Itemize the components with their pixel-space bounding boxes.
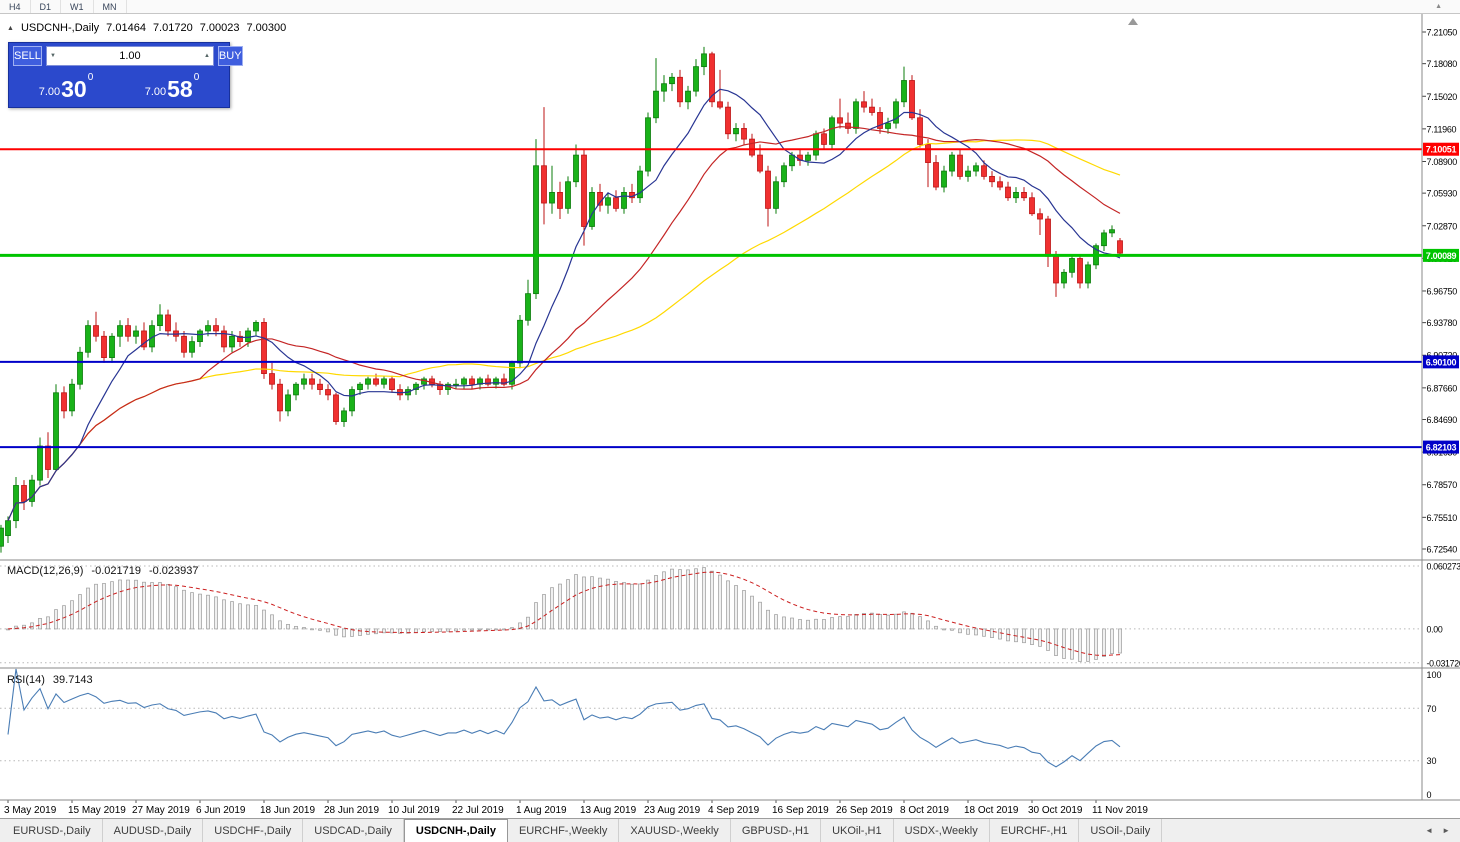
- svg-text:16 Sep 2019: 16 Sep 2019: [772, 805, 829, 816]
- price-chart-canvas[interactable]: 7.21050 7.18080 7.15020 7.11960 7.08900 7.059…: [0, 14, 1460, 818]
- rsi-indicator-label: RSI(14) 39.7143: [7, 674, 93, 686]
- svg-text:28 Jun 2019: 28 Jun 2019: [324, 805, 379, 816]
- timeframe-d1[interactable]: D1: [31, 0, 62, 13]
- chart-tab-eurchf-h1[interactable]: EURCHF-,H1: [990, 819, 1080, 842]
- svg-text:7.08900: 7.08900: [1427, 157, 1458, 167]
- panel-collapse-icon[interactable]: ▲: [1435, 3, 1442, 10]
- chart-tabs: EURUSD-,Daily AUDUSD-,Daily USDCHF-,Daily U…: [2, 819, 1415, 842]
- volume-increase-icon[interactable]: ▲: [203, 53, 210, 59]
- chart-tab-eurchf-weekly[interactable]: EURCHF-,Weekly: [508, 819, 620, 842]
- svg-text:27 May 2019: 27 May 2019: [132, 805, 190, 816]
- chart-tab-usdchf-daily[interactable]: USDCHF-,Daily: [203, 819, 304, 842]
- buy-price-base: 7.00: [144, 86, 167, 98]
- svg-text:15 May 2019: 15 May 2019: [68, 805, 126, 816]
- sell-price-big: 30: [61, 76, 87, 102]
- svg-text:6.84690: 6.84690: [1427, 415, 1458, 425]
- svg-text:3 May 2019: 3 May 2019: [4, 805, 57, 816]
- svg-text:7.21050: 7.21050: [1427, 28, 1458, 38]
- tab-scroll-controls: ◄ ►: [1415, 819, 1460, 842]
- sell-button[interactable]: SELL: [13, 46, 42, 66]
- buy-price-sup: 0: [193, 72, 200, 83]
- sell-price[interactable]: 7.00 30 0: [13, 68, 119, 106]
- svg-text:26 Sep 2019: 26 Sep 2019: [836, 805, 893, 816]
- svg-text:18 Oct 2019: 18 Oct 2019: [964, 805, 1019, 816]
- svg-text:1 Aug 2019: 1 Aug 2019: [516, 805, 567, 816]
- svg-text:6.72540: 6.72540: [1427, 545, 1458, 555]
- ohlc-open: 7.01464: [106, 22, 146, 34]
- svg-text:11 Nov 2019: 11 Nov 2019: [1092, 805, 1148, 816]
- svg-text:6.96750: 6.96750: [1427, 286, 1458, 296]
- svg-text:0.00: 0.00: [1427, 624, 1443, 634]
- chart-tab-gbpusd-h1[interactable]: GBPUSD-,H1: [731, 819, 822, 842]
- svg-text:22 Jul 2019: 22 Jul 2019: [452, 805, 504, 816]
- chart-tab-usdcnh-daily[interactable]: USDCNH-,Daily: [403, 819, 508, 842]
- collapse-arrow-icon[interactable]: ▲: [7, 24, 14, 32]
- timeframe-buttons: H4 D1 W1 MN: [0, 0, 127, 13]
- svg-text:7.02870: 7.02870: [1427, 221, 1458, 231]
- svg-text:7.05930: 7.05930: [1427, 189, 1458, 199]
- buy-button[interactable]: BUY: [217, 46, 243, 66]
- svg-text:7.00089: 7.00089: [1426, 251, 1457, 261]
- volume-input[interactable]: [58, 47, 201, 65]
- svg-text:18 Jun 2019: 18 Jun 2019: [260, 805, 315, 816]
- ohlc-low: 7.00023: [199, 22, 240, 34]
- chart-tab-usoil-daily[interactable]: USOil-,Daily: [1079, 819, 1163, 842]
- svg-text:10 Jul 2019: 10 Jul 2019: [388, 805, 440, 816]
- ohlc-high: 7.01720: [152, 22, 193, 34]
- macd-main-value: -0.021719: [91, 565, 141, 577]
- chart-tab-eurusd-daily[interactable]: EURUSD-,Daily: [2, 819, 103, 842]
- timeframe-toolbar: H4 D1 W1 MN ▲: [0, 0, 1460, 14]
- timeframe-h4[interactable]: H4: [0, 0, 31, 13]
- buy-price[interactable]: 7.00 58 0: [119, 68, 225, 106]
- rsi-value: 39.7143: [52, 674, 93, 686]
- macd-name: MACD(12,26,9): [7, 565, 84, 577]
- chart-symbol: USDCNH-,Daily: [20, 22, 100, 34]
- svg-text:6.90100: 6.90100: [1426, 357, 1457, 367]
- timeframe-mn[interactable]: MN: [94, 0, 127, 13]
- svg-text:0: 0: [1427, 790, 1432, 800]
- sell-price-base: 7.00: [38, 86, 61, 98]
- chart-tab-xauusd-weekly[interactable]: XAUUSD-,Weekly: [619, 819, 731, 842]
- macd-indicator-label: MACD(12,26,9) -0.021719 -0.023937: [7, 565, 199, 577]
- svg-text:6.93780: 6.93780: [1427, 318, 1458, 328]
- chart-region: 7.21050 7.18080 7.15020 7.11960 7.08900 7.059…: [0, 14, 1460, 818]
- chart-tab-audusd-daily[interactable]: AUDUSD-,Daily: [103, 819, 204, 842]
- svg-text:0.060273: 0.060273: [1427, 562, 1460, 572]
- volume-decrease-icon[interactable]: ▼: [49, 53, 56, 59]
- svg-text:7.11960: 7.11960: [1427, 124, 1457, 134]
- svg-text:7.18080: 7.18080: [1427, 59, 1458, 69]
- svg-text:30: 30: [1427, 756, 1437, 766]
- svg-text:6.78570: 6.78570: [1427, 480, 1458, 490]
- tabs-scroll-left-icon[interactable]: ◄: [1425, 826, 1434, 835]
- svg-text:7.10051: 7.10051: [1426, 145, 1457, 155]
- chart-tab-usdcad-daily[interactable]: USDCAD-,Daily: [303, 819, 404, 842]
- macd-signal-value: -0.023937: [148, 565, 199, 577]
- svg-text:13 Aug 2019: 13 Aug 2019: [580, 805, 637, 816]
- sell-price-sup: 0: [87, 72, 94, 83]
- svg-text:8 Oct 2019: 8 Oct 2019: [900, 805, 949, 816]
- svg-text:6.75510: 6.75510: [1427, 513, 1458, 523]
- svg-text:23 Aug 2019: 23 Aug 2019: [644, 805, 701, 816]
- rsi-name: RSI(14): [7, 674, 45, 686]
- chart-tab-usdx-weekly[interactable]: USDX-,Weekly: [894, 819, 990, 842]
- svg-text:-0.031720: -0.031720: [1427, 658, 1460, 668]
- chart-tab-ukoil-h1[interactable]: UKOil-,H1: [821, 819, 894, 842]
- chart-title: ▲ USDCNH-,Daily 7.01464 7.01720 7.00023 …: [7, 22, 286, 34]
- svg-text:6 Jun 2019: 6 Jun 2019: [196, 805, 246, 816]
- volume-stepper: ▼ ▲: [45, 46, 214, 66]
- tabs-scroll-right-icon[interactable]: ►: [1442, 826, 1450, 835]
- svg-text:7.15020: 7.15020: [1427, 92, 1458, 102]
- timeframe-w1[interactable]: W1: [61, 0, 94, 13]
- svg-text:70: 70: [1427, 704, 1437, 714]
- svg-text:6.82103: 6.82103: [1426, 443, 1457, 453]
- buy-price-big: 58: [167, 76, 193, 102]
- svg-text:100: 100: [1427, 670, 1442, 680]
- ohlc-close: 7.00300: [246, 22, 287, 34]
- chart-tab-bar: EURUSD-,Daily AUDUSD-,Daily USDCHF-,Daily U…: [0, 818, 1460, 842]
- svg-text:4 Sep 2019: 4 Sep 2019: [708, 805, 760, 816]
- svg-text:6.87660: 6.87660: [1427, 383, 1458, 393]
- svg-text:30 Oct 2019: 30 Oct 2019: [1028, 805, 1083, 816]
